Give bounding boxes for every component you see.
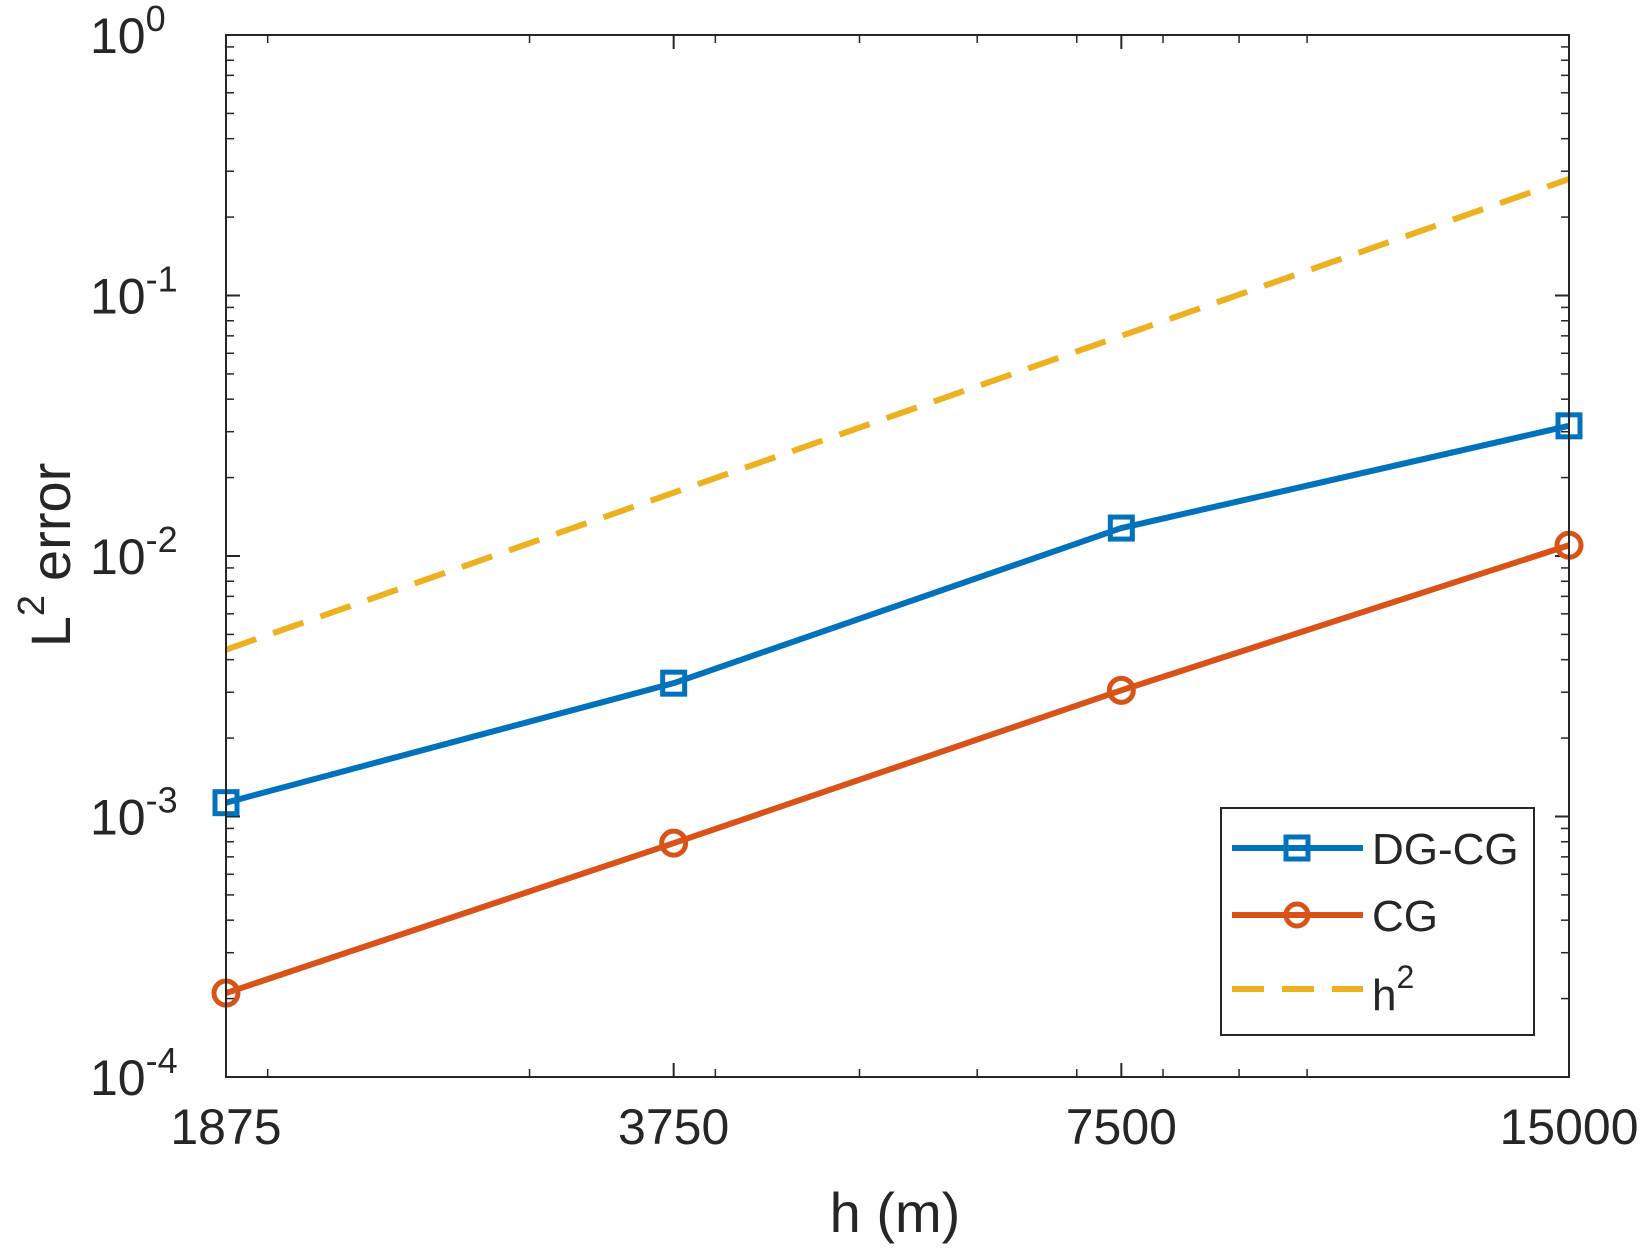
- legend: DG-CG CG h2: [1220, 807, 1535, 1036]
- series-line-h: [225, 176, 1570, 653]
- y-axis-label: L2 error: [11, 463, 82, 648]
- x-tick-label: 1875: [170, 1099, 281, 1155]
- y-tick-label-base: 10: [90, 529, 146, 585]
- x-tick-label: 3750: [618, 1099, 729, 1155]
- y-tick-label-base: 10: [90, 269, 146, 325]
- data-point-dg-cg: [1107, 514, 1135, 542]
- legend-label-h2-sup: 2: [1396, 959, 1414, 995]
- y-axis-label-base: L: [19, 616, 82, 647]
- data-point-dg-cg: [660, 669, 688, 697]
- y-tick-label-base: 10: [90, 790, 146, 846]
- y-tick-label-exponent: 0: [146, 0, 166, 39]
- y-tick-label-exponent: -2: [146, 519, 178, 560]
- y-tick-label-base: 10: [90, 1050, 146, 1106]
- legend-entry-cg: CG: [1232, 892, 1438, 941]
- y-tick-label: 10-3: [90, 780, 178, 846]
- y-tick-label: 10-2: [90, 519, 178, 585]
- x-tick-label: 15000: [1499, 1099, 1638, 1155]
- series-layer: [211, 176, 1584, 1008]
- legend-label-h2: h2: [1372, 959, 1414, 1020]
- legend-marker-cg: [1283, 901, 1311, 929]
- y-tick-label: 10-4: [90, 1040, 178, 1106]
- legend-entry-dg-cg: DG-CG: [1232, 825, 1519, 874]
- legend-label-cg: CG: [1372, 892, 1438, 941]
- y-tick-label: 10-1: [90, 259, 178, 325]
- y-tick-label-exponent: -4: [146, 1040, 178, 1081]
- x-axis-label: h (m): [830, 1181, 961, 1244]
- y-axis-label-sup: 2: [11, 595, 53, 616]
- series-line-dg-cg: [225, 422, 1570, 806]
- data-point-cg: [1106, 675, 1136, 705]
- data-point-cg: [659, 828, 689, 858]
- y-tick-label: 100: [90, 0, 166, 64]
- y-tick-label-exponent: -1: [146, 259, 178, 300]
- series-line-cg: [225, 542, 1570, 996]
- legend-entry-h2: h2: [1232, 959, 1414, 1020]
- legend-label-h2-base: h: [1372, 971, 1396, 1020]
- axes-box: [225, 34, 1570, 1078]
- legend-label-dg-cg: DG-CG: [1372, 825, 1519, 874]
- y-axis-label-rest: error: [19, 463, 82, 581]
- legend-marker-dg-cg: [1283, 834, 1311, 862]
- y-tick-label-base: 10: [90, 8, 146, 64]
- y-tick-label-exponent: -3: [146, 780, 178, 821]
- x-tick-label: 7500: [1066, 1099, 1177, 1155]
